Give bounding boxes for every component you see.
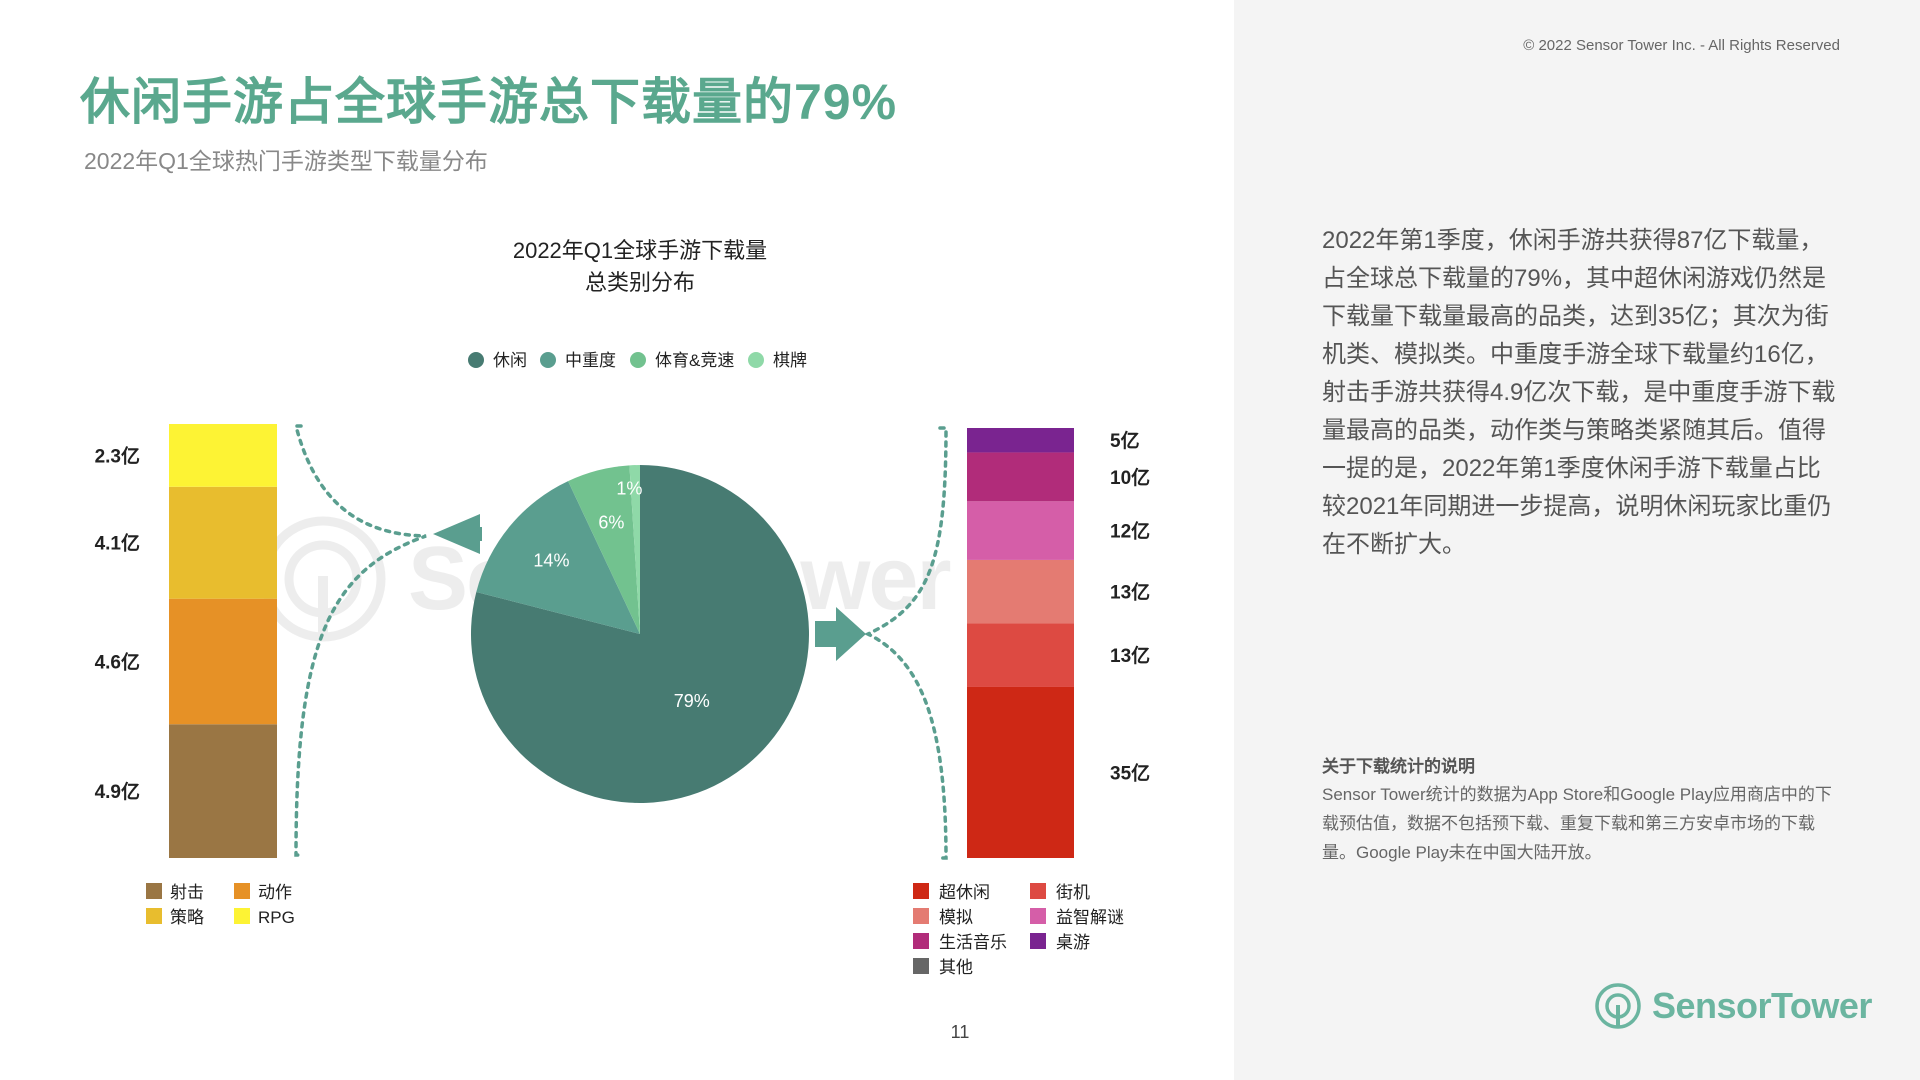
casual-bar-segment: [967, 452, 1074, 502]
pie-legend-label: 体育&竞速: [655, 351, 734, 370]
midcore-bar-value-label: 2.3亿: [95, 444, 140, 467]
casual-legend-swatch: [1030, 908, 1046, 924]
midcore-bar-segment: [169, 424, 277, 487]
casual-legend-label: 益智解谜: [1056, 908, 1124, 927]
pie-legend-label: 中重度: [565, 351, 616, 370]
right-arrow-icon: [815, 607, 866, 661]
casual-legend-swatch: [913, 958, 929, 974]
midcore-legend-label: 策略: [170, 908, 204, 927]
midcore-legend-swatch: [234, 883, 250, 899]
note-body: Sensor Tower统计的数据为App Store和Google Play应…: [1322, 785, 1832, 862]
note-title: 关于下载统计的说明: [1322, 757, 1475, 776]
midcore-bar-value-label: 4.1亿: [95, 532, 140, 555]
casual-legend-swatch: [1030, 883, 1046, 899]
chart-area: 2022年Q1全球手游下载量 总类别分布休闲 中重度 体育&竞速 棋牌 79% 14% 6% 1…: [95, 238, 1151, 977]
pie-slice: [476, 481, 640, 634]
right-connector-bracket: [863, 426, 948, 860]
summary-panel: [1234, 0, 1920, 1080]
pie-slice-label: 79%: [674, 691, 710, 711]
casual-bar-value-label: 5亿: [1110, 429, 1140, 452]
copyright: © 2022 Sensor Tower Inc. - All Rights Re…: [1523, 37, 1840, 54]
casual-legend-swatch: [913, 933, 929, 949]
casual-legend-swatch: [913, 908, 929, 924]
sensor-tower-logo-icon: [1595, 983, 1641, 1029]
midcore-legend-swatch: [234, 908, 250, 924]
pie-slice-label: 1%: [616, 479, 642, 499]
casual-bar-value-label: 10亿: [1110, 466, 1150, 489]
midcore-bar-value-label: 4.6亿: [95, 650, 140, 673]
casual-legend-swatch: [913, 883, 929, 899]
midcore-bar-segment: [169, 598, 277, 725]
brand-logo: SensorTower: [1594, 982, 1872, 1030]
casual-bar-value-label: 35亿: [1110, 761, 1150, 784]
casual-legend-swatch: [1030, 933, 1046, 949]
casual-legend-label: 其他: [939, 958, 973, 977]
casual-legend-label: 模拟: [939, 908, 973, 927]
pie-legend-swatch: [748, 352, 764, 368]
casual-legend-label: 生活音乐: [939, 933, 1007, 952]
casual-legend-label: 超休闲: [939, 883, 990, 902]
midcore-bar-value-label: 4.9亿: [95, 780, 140, 803]
pie-legend-swatch: [630, 352, 646, 368]
left-connector-bracket: [293, 424, 427, 857]
brand-name: SensorTower: [1652, 985, 1872, 1026]
casual-legend-label: 桌游: [1056, 933, 1090, 952]
midcore-legend-swatch: [146, 883, 162, 899]
page-title: 休闲手游占全球手游总下载量的79%: [80, 74, 898, 130]
pie-slice: [629, 465, 640, 634]
casual-bar-value-label: 13亿: [1110, 644, 1150, 667]
casual-bar-segment: [967, 501, 1074, 560]
pie-title-line: 总类别分布: [585, 270, 695, 295]
pie-slice-label: 14%: [533, 551, 569, 571]
midcore-bar-segment: [169, 486, 277, 599]
midcore-legend-label: 射击: [170, 883, 204, 902]
midcore-legend-label: RPG: [258, 908, 295, 927]
casual-bar-segment: [967, 686, 1074, 858]
midcore-legend-label: 动作: [258, 883, 292, 902]
pie-legend-label: 棋牌: [773, 351, 807, 370]
pie-slice: [568, 465, 640, 634]
page-subtitle: 2022年Q1全球热门手游类型下载量分布: [84, 148, 488, 174]
midcore-bar-segment: [169, 724, 277, 858]
casual-bar-segment: [967, 559, 1074, 624]
pie-legend-swatch: [540, 352, 556, 368]
casual-bar-segment: [967, 623, 1074, 687]
pie-title-line: 2022年Q1全球手游下载量: [513, 238, 767, 263]
casual-bar-value-label: 13亿: [1110, 581, 1150, 604]
page-number: 11: [950, 1022, 970, 1042]
pie-legend-label: 休闲: [493, 351, 527, 370]
left-arrow-icon: [433, 514, 482, 554]
pie-legend-swatch: [468, 352, 484, 368]
casual-bar-value-label: 12亿: [1110, 520, 1150, 543]
summary-text: 2022年第1季度，休闲手游共获得87亿下载量，占全球总下载量的79%，其中超休…: [1322, 227, 1836, 558]
casual-legend-label: 街机: [1056, 883, 1090, 902]
pie-slice-label: 6%: [598, 513, 624, 533]
casual-bar-segment: [967, 428, 1074, 453]
midcore-legend-swatch: [146, 908, 162, 924]
